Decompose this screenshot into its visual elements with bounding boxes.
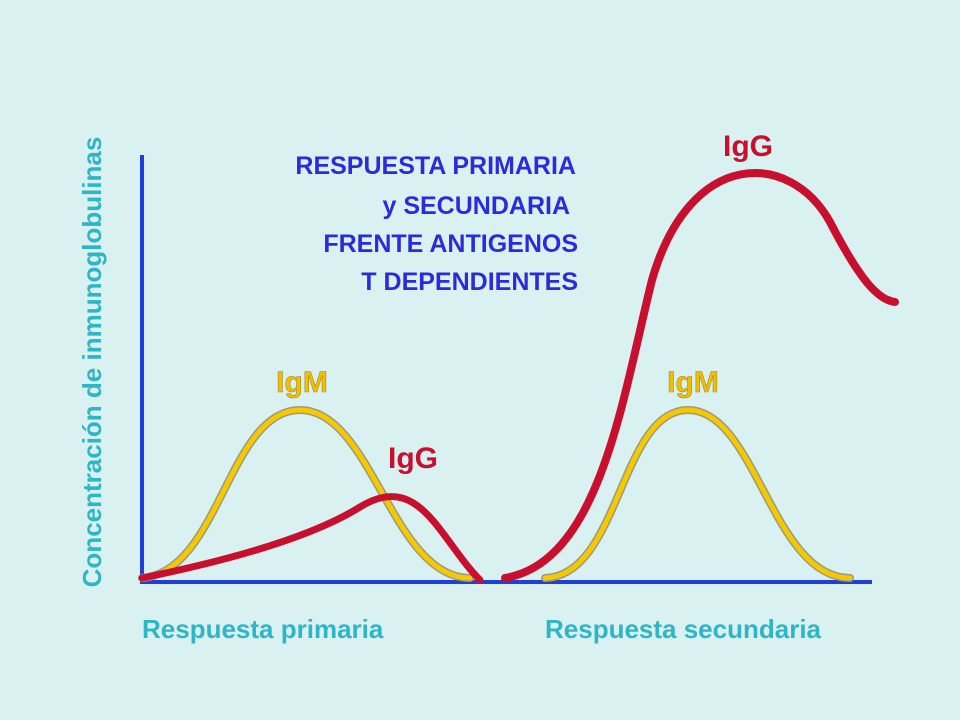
title-line: FRENTE ANTIGENOS [323,230,578,258]
primary-igg-curve [138,493,484,584]
curves [138,169,899,584]
x-label: Respuesta secundaria [545,614,822,644]
title-line: y SECUNDARIA [382,192,570,220]
curve-label: IgG [723,130,773,163]
primary-igm-curve [139,407,473,581]
secondary-igg-curve [501,169,899,582]
secondary-igm-curve [542,407,853,581]
curve-label: IgG [388,442,438,475]
curve-label: IgM [276,366,328,399]
x-label: Respuesta primaria [142,614,384,644]
title-line: T DEPENDIENTES [361,268,578,296]
y-axis-label: Concentración de inmunoglobulinas [77,137,107,588]
title-line: RESPUESTA PRIMARIA [295,152,576,180]
curve-label: IgM [667,366,719,399]
